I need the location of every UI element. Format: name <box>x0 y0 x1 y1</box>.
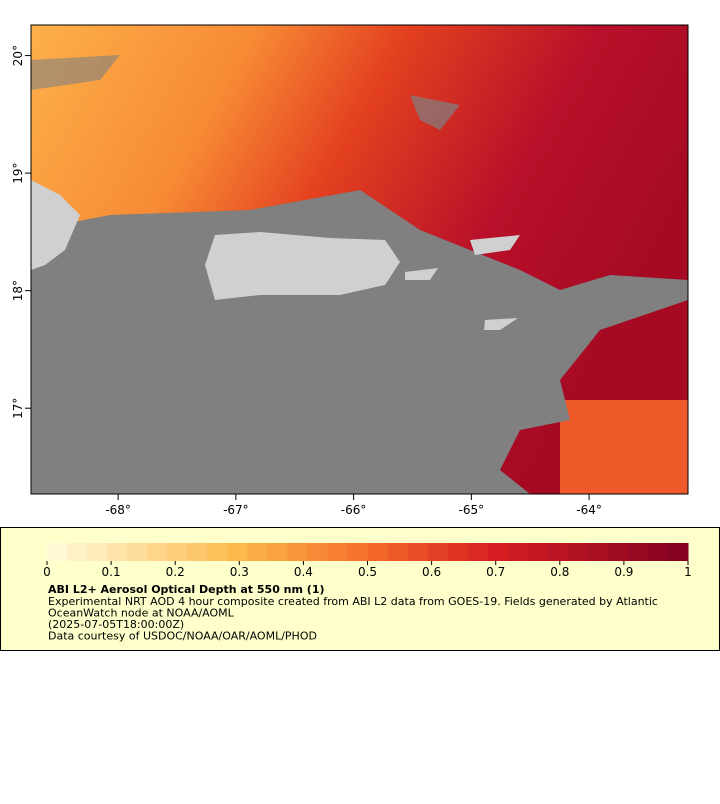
colorbar-swatch <box>667 543 689 561</box>
colorbar-swatch <box>47 543 68 561</box>
caption-line: Experimental NRT AOD 4 hour composite cr… <box>48 595 658 608</box>
colorbar-tick-label: 1 <box>684 565 692 579</box>
x-tick-label: -64° <box>576 503 602 517</box>
colorbar-swatch <box>307 543 328 561</box>
colorbar-swatch <box>227 543 248 561</box>
colorbar-swatch <box>127 543 148 561</box>
y-tick-label: 20° <box>11 45 25 66</box>
colorbar-tick-label: 0 <box>43 565 51 579</box>
caption-title: ABI L2+ Aerosol Optical Depth at 550 nm … <box>48 583 325 596</box>
colorbar-swatch <box>527 543 549 561</box>
colorbar-swatch <box>567 543 589 561</box>
x-tick-label: -68° <box>105 503 131 517</box>
colorbar-swatch <box>247 543 268 561</box>
colorbar-swatch <box>647 543 669 561</box>
y-tick-label: 19° <box>11 162 25 183</box>
caption-line: Data courtesy of USDOC/NOAA/OAR/AOML/PHO… <box>48 630 317 643</box>
colorbar-tick-label: 0.4 <box>294 565 313 579</box>
colorbar-swatch <box>347 543 368 561</box>
colorbar-swatch <box>587 543 609 561</box>
map-image <box>31 25 688 494</box>
colorbar-swatch <box>387 543 409 561</box>
colorbar-swatch <box>167 543 188 561</box>
colorbar-swatch <box>627 543 649 561</box>
colorbar-tick-label: 0.9 <box>614 565 633 579</box>
colorbar-swatch <box>207 543 228 561</box>
colorbar-swatch <box>67 543 88 561</box>
colorbar-swatch <box>367 543 389 561</box>
x-tick-label: -66° <box>341 503 367 517</box>
colorbar-swatch <box>147 543 168 561</box>
colorbar-tick-label: 0.2 <box>166 565 185 579</box>
colorbar-swatch <box>507 543 529 561</box>
colorbar-swatch <box>607 543 629 561</box>
y-tick-label: 18° <box>11 280 25 301</box>
colorbar-tick-label: 0.6 <box>422 565 441 579</box>
colorbar-tick-label: 0.5 <box>358 565 377 579</box>
colorbar-tick-label: 0.8 <box>550 565 569 579</box>
colorbar-swatch <box>447 543 469 561</box>
x-tick-label: -65° <box>459 503 485 517</box>
colorbar-swatch <box>427 543 449 561</box>
colorbar-swatch <box>287 543 308 561</box>
colorbar-swatch <box>87 543 108 561</box>
colorbar-swatch <box>187 543 208 561</box>
colorbar-swatch <box>107 543 128 561</box>
colorbar-swatch <box>547 543 569 561</box>
colorbar-swatch <box>467 543 489 561</box>
colorbar-tick-label: 0.3 <box>230 565 249 579</box>
colorbar-swatch <box>267 543 288 561</box>
colorbar-swatch <box>487 543 509 561</box>
caption-line: (2025-07-05T18:00:00Z) <box>48 618 184 631</box>
colorbar-tick-label: 0.1 <box>102 565 121 579</box>
colorbar-swatch <box>407 543 429 561</box>
y-tick-label: 17° <box>11 398 25 419</box>
map-frame <box>30 24 689 495</box>
x-tick-label: -67° <box>223 503 249 517</box>
colorbar-swatch <box>327 543 348 561</box>
caption-line: OceanWatch node at NOAA/AOML <box>48 607 235 620</box>
colorbar-tick-label: 0.7 <box>486 565 505 579</box>
